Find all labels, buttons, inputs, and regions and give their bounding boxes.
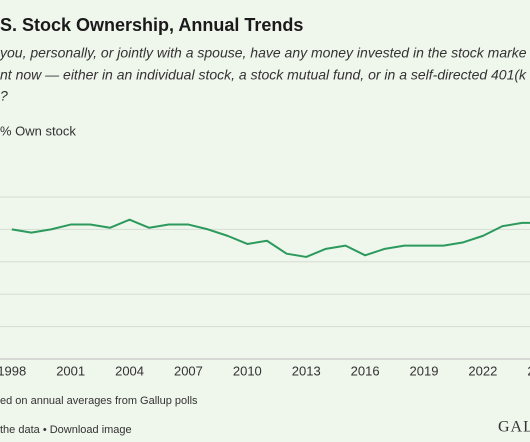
x-tick-label: 2007 [174, 363, 203, 378]
question-line: ? [0, 88, 8, 104]
x-tick-label: 2010 [233, 363, 262, 378]
x-tick-label: 2025 [527, 363, 530, 378]
x-tick-label: 1998 [0, 363, 26, 378]
x-tick-label: 2004 [115, 363, 144, 378]
x-tick-label: 2001 [56, 363, 85, 378]
footer-links[interactable]: the data • Download image [0, 424, 132, 436]
source-note: ed on annual averages from Gallup polls [0, 395, 198, 407]
question-line: nt now — either in an individual stock, … [0, 67, 527, 83]
question-line: you, personally, or jointly with a spous… [0, 45, 527, 61]
x-tick-label: 2019 [410, 363, 439, 378]
x-tick-label: 2013 [292, 363, 321, 378]
legend-label: % Own stock [0, 123, 76, 138]
chart-title: S. Stock Ownership, Annual Trends [0, 15, 303, 35]
logo: GALL [498, 419, 530, 436]
x-tick-label: 2016 [351, 363, 380, 378]
data-line [11, 218, 530, 258]
x-tick-label: 2022 [468, 363, 497, 378]
